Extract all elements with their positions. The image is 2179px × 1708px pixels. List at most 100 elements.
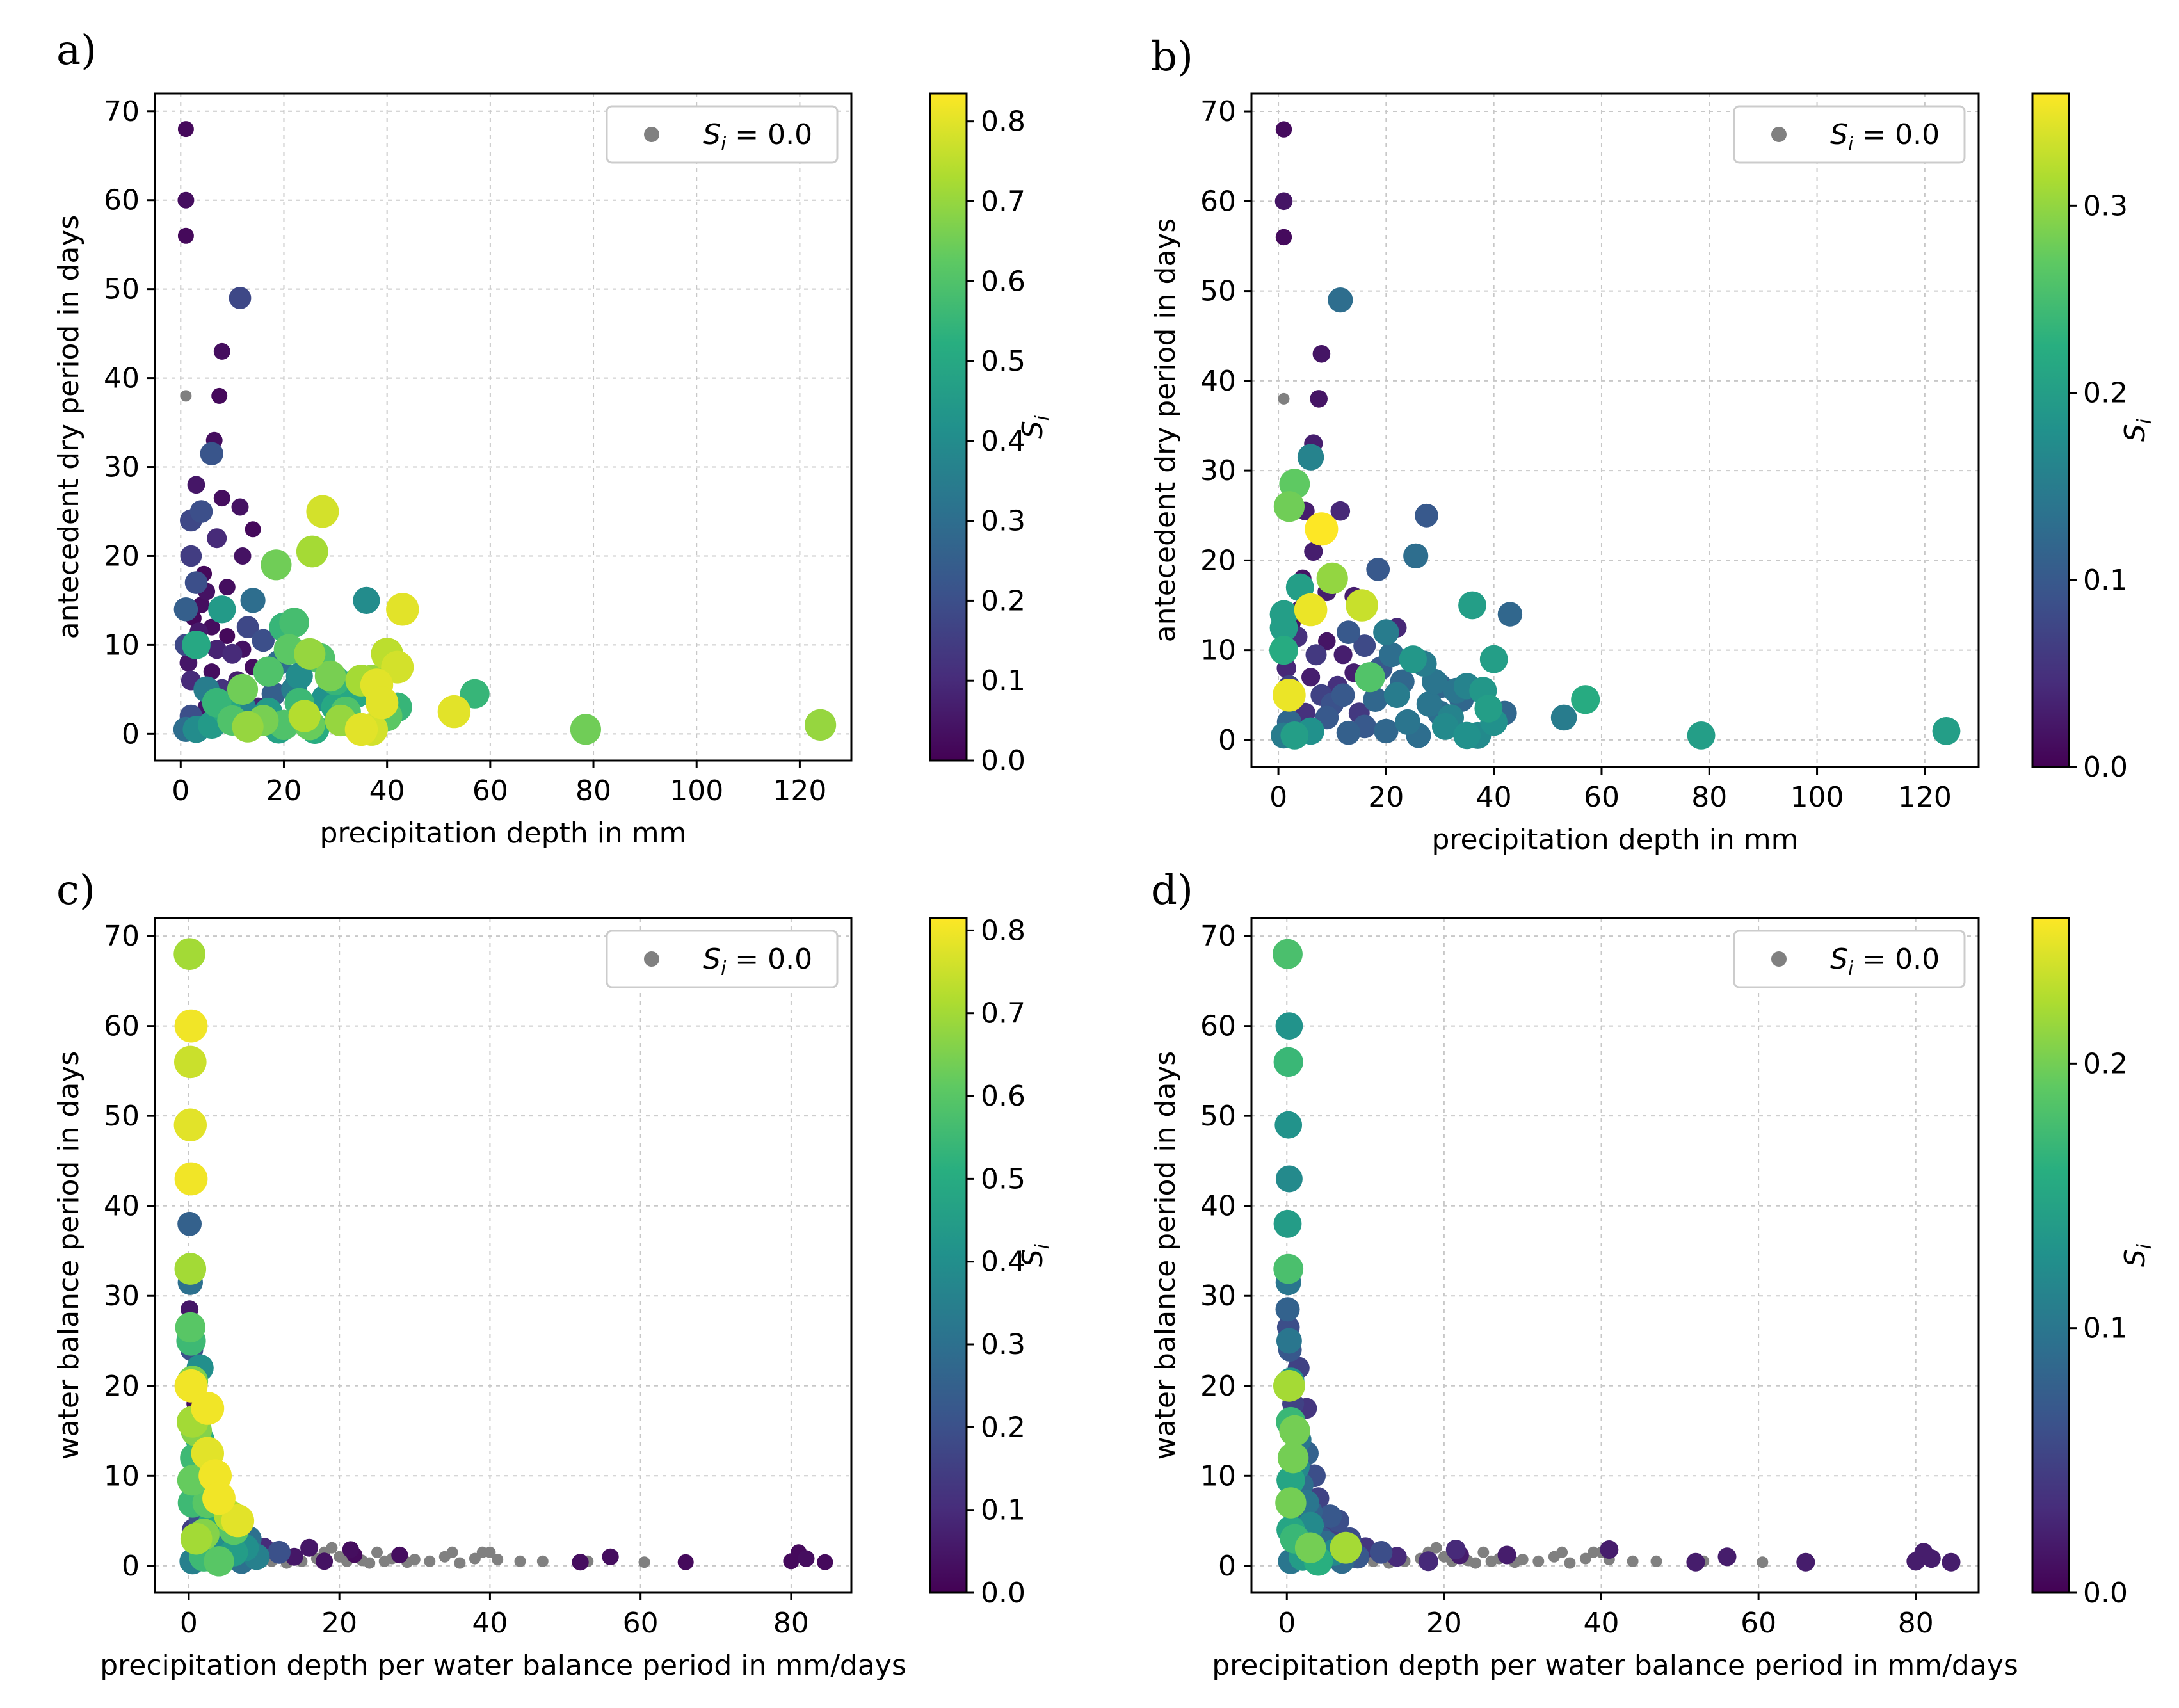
y-tick-label: 70 xyxy=(1200,95,1236,128)
scatter-point xyxy=(570,714,602,745)
scatter-point xyxy=(1415,503,1438,528)
scatter-point-zero xyxy=(1532,1555,1545,1567)
colorbar-tick-label: 0.6 xyxy=(981,265,1025,298)
scatter-point-zero xyxy=(484,1546,496,1558)
colorbar-tick-label: 0.0 xyxy=(2083,1577,2128,1609)
scatter-point xyxy=(174,1253,207,1285)
scatter-point-zero xyxy=(364,1557,376,1569)
scatter-point xyxy=(798,1550,815,1567)
scatter-point xyxy=(202,1481,236,1515)
x-tick-label: 60 xyxy=(623,1607,659,1640)
scatter-point xyxy=(294,638,326,670)
x-tick-label: 0 xyxy=(180,1607,198,1640)
scatter-point xyxy=(1379,642,1404,668)
y-tick-label: 50 xyxy=(1200,275,1236,308)
scatter-point xyxy=(1416,691,1442,717)
x-tick-label: 20 xyxy=(266,775,302,807)
x-tick-label: 40 xyxy=(369,775,405,807)
colorbar-tick-label: 0.0 xyxy=(2083,751,2128,784)
scatter-point xyxy=(1305,644,1327,666)
legend: Si = 0.0 xyxy=(1733,930,1966,988)
scatter-point xyxy=(391,1546,408,1564)
scatter-points xyxy=(173,121,837,746)
legend-label: Si = 0.0 xyxy=(703,118,812,156)
legend-subscript: i xyxy=(721,958,727,980)
scatter-point xyxy=(365,686,399,720)
panel-label: a) xyxy=(56,27,97,74)
scatter-point xyxy=(300,1538,319,1557)
y-axis-label: antecedent dry period in days xyxy=(52,215,85,640)
legend-subscript: i xyxy=(721,133,727,156)
scatter-point xyxy=(279,608,309,638)
y-tick-label: 60 xyxy=(104,184,140,217)
colorbar-symbol: S xyxy=(1017,1249,1049,1267)
legend-symbol: S xyxy=(703,118,721,151)
scatter-point xyxy=(1274,192,1293,211)
scatter-point xyxy=(207,640,227,659)
scatter-point xyxy=(177,1211,202,1236)
scatter-point xyxy=(1453,721,1481,750)
scatter-point xyxy=(1280,721,1309,750)
legend-box xyxy=(606,930,839,988)
legend-marker xyxy=(644,127,659,142)
x-tick-label: 120 xyxy=(1898,781,1952,814)
legend-value: = 0.0 xyxy=(1853,118,1940,151)
scatter-point-zero xyxy=(1564,1557,1576,1569)
scatter-point xyxy=(1276,1466,1305,1495)
x-tick-label: 60 xyxy=(1584,781,1620,814)
colorbar-tick-label: 0.3 xyxy=(981,1328,1025,1361)
scatter-point xyxy=(677,1554,694,1570)
panel-b: b) 0 20 40 60 80 100 120 0 10 20 30 40 50 60 70 precipit… xyxy=(1149,33,2156,856)
scatter-point xyxy=(200,442,223,465)
y-tick-label: 50 xyxy=(104,273,140,306)
legend-marker xyxy=(1771,951,1787,967)
y-tick-label: 0 xyxy=(1218,724,1236,757)
scatter-point xyxy=(222,643,243,664)
scatter-point xyxy=(174,1045,207,1079)
y-axis-label: water balance period in days xyxy=(1149,1051,1182,1460)
scatter-point xyxy=(1275,1165,1303,1193)
y-axis-label: water balance period in days xyxy=(52,1051,85,1460)
scatter-point xyxy=(1796,1552,1815,1572)
colorbar-subscript: i xyxy=(1031,1243,1054,1249)
plot-frame xyxy=(154,92,853,762)
colorbar-tick-label: 0.2 xyxy=(981,584,1025,617)
scatter-point xyxy=(1269,600,1298,629)
scatter-point xyxy=(1301,668,1321,687)
colorbar-tick-label: 0.2 xyxy=(2083,377,2128,410)
scatter-point xyxy=(221,1504,255,1538)
scatter-point xyxy=(1395,709,1420,735)
y-tick-label: 30 xyxy=(104,451,140,484)
scatter-point xyxy=(213,342,230,360)
scatter-point-zero xyxy=(454,1557,466,1569)
scatter-point xyxy=(1346,589,1378,622)
colorbar-tick-label: 0.5 xyxy=(981,345,1025,378)
scatter-point xyxy=(184,571,208,594)
scatter-point xyxy=(1571,685,1600,714)
x-axis-label: precipitation depth per water balance pe… xyxy=(1212,1649,2018,1682)
legend: Si = 0.0 xyxy=(606,105,839,164)
colorbar-frame xyxy=(2031,92,2070,768)
scatter-point xyxy=(240,588,266,613)
scatter-point xyxy=(203,663,220,681)
legend-value: = 0.0 xyxy=(726,943,812,976)
plot-frame xyxy=(1250,92,1980,768)
scatter-point xyxy=(296,535,328,568)
scatter-point xyxy=(227,673,259,705)
colorbar-frame xyxy=(2031,917,2070,1594)
scatter-point xyxy=(1318,1504,1342,1528)
legend-box xyxy=(606,105,839,164)
panel-c: c) 0 20 40 60 80 0 10 20 30 40 50 60 70 precipitation … xyxy=(52,867,1054,1682)
scatter-point xyxy=(1922,1549,1941,1568)
scatter-point xyxy=(187,476,205,494)
scatter-point-zero xyxy=(1627,1555,1639,1567)
scatter-point xyxy=(208,595,236,624)
scatter-point xyxy=(1687,721,1716,750)
scatter-point-zero xyxy=(446,1546,458,1558)
scatter-point xyxy=(1273,1253,1304,1284)
colorbar-tick-label: 0.0 xyxy=(981,745,1025,777)
scatter-point xyxy=(1273,491,1305,522)
scatter-point xyxy=(252,629,275,652)
scatter-point xyxy=(261,549,292,581)
colorbar-label: Si xyxy=(2119,1243,2156,1267)
